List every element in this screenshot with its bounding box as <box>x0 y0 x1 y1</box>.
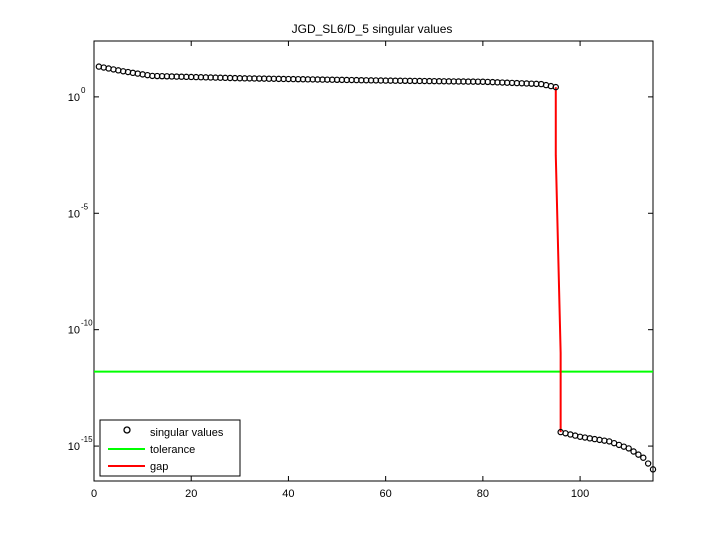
singular-value-point <box>552 83 559 91</box>
singular-value-point <box>644 460 652 467</box>
y-tick-exponent: -5 <box>81 202 89 211</box>
singular-value-point <box>625 445 632 452</box>
x-axis: 0 20 40 60 80 100 <box>91 41 589 500</box>
singular-value-point <box>630 448 637 455</box>
x-tick-label: 40 <box>282 488 294 500</box>
singular-value-point <box>649 466 657 473</box>
gap-line <box>554 87 562 433</box>
legend-marker-singular-values <box>123 426 131 434</box>
x-tick-label: 0 <box>91 488 97 500</box>
x-tick-label: 80 <box>477 488 489 500</box>
y-tick-exponent: -15 <box>81 435 93 444</box>
singular-value-point <box>640 454 647 461</box>
x-tick-label: 60 <box>380 488 392 500</box>
y-tick-label: 10 <box>68 92 80 104</box>
legend: singular values tolerance gap <box>99 419 241 477</box>
x-tick-label: 20 <box>185 488 197 500</box>
y-tick-exponent: -10 <box>81 319 93 328</box>
y-tick-label: 10 <box>68 325 80 337</box>
legend-label-gap: gap <box>150 461 168 473</box>
y-tick-label: 10 <box>68 208 80 220</box>
axes-frame <box>93 40 654 482</box>
singular-value-point <box>635 451 642 458</box>
y-tick-exponent: 0 <box>81 86 86 95</box>
chart-title: JGD_SL6/D_5 singular values <box>292 22 453 36</box>
x-tick-label: 100 <box>571 488 589 500</box>
legend-label-singular-values: singular values <box>150 427 224 439</box>
y-tick-label: 10 <box>68 441 80 453</box>
series-layer <box>94 63 657 473</box>
legend-label-tolerance: tolerance <box>150 444 195 456</box>
